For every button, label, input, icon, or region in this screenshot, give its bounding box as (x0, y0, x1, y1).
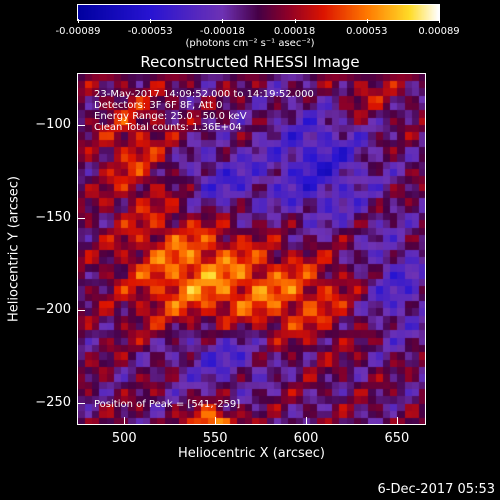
x-tick-label: 650 (384, 431, 410, 446)
y-tick-label: −100 (35, 116, 71, 132)
colorbar (77, 4, 440, 21)
colorbar-tick-label: -0.00089 (55, 26, 101, 37)
x-tick-mark (306, 417, 308, 425)
annotation-time-range: 23-May-2017 14:09:52.000 to 14:19:52.000 (94, 89, 314, 100)
x-tick-mark (215, 417, 217, 425)
colorbar-tick-label: 0.00089 (418, 26, 460, 37)
annotation-peak-position: Position of Peak = [541,-259] (94, 399, 241, 410)
colorbar-tick-label: -0.00053 (127, 26, 173, 37)
chart-title: Reconstructed RHESSI Image (140, 53, 360, 71)
annotation-clean-counts: Clean Total counts: 1.36E+04 (94, 122, 242, 133)
x-tick-label: 600 (293, 431, 319, 446)
colorbar-units: (photons cm⁻² s⁻¹ asec⁻²) (185, 38, 315, 49)
colorbar-tick-mark (78, 19, 79, 23)
colorbar-tick-mark (366, 19, 368, 23)
colorbar-tick-mark (150, 19, 152, 23)
y-tick-label: −200 (35, 302, 71, 318)
timestamp-footer: 6-Dec-2017 05:53 (377, 482, 496, 497)
y-axis-label: Heliocentric Y (arcsec) (6, 176, 22, 322)
heatmap-image (78, 74, 425, 424)
x-tick-label: 550 (202, 431, 228, 446)
x-axis-label: Heliocentric X (arcsec) (178, 446, 325, 461)
colorbar-tick-label: 0.00018 (273, 26, 316, 37)
colorbar-tick-label: 0.00053 (346, 26, 388, 37)
y-tick-mark (77, 310, 85, 312)
x-tick-mark (396, 417, 398, 425)
x-tick-mark (124, 417, 126, 425)
colorbar-tick-label: -0.00018 (199, 26, 245, 37)
x-tick-label: 500 (111, 431, 137, 446)
y-tick-mark (77, 402, 85, 404)
y-tick-mark (77, 217, 85, 219)
annotation-detectors: Detectors: 3F 6F 8F, Att 0 (94, 100, 223, 111)
colorbar-tick-mark (222, 19, 224, 23)
plot-area: 23-May-2017 14:09:52.000 to 14:19:52.000… (77, 73, 426, 425)
y-tick-label: −150 (35, 209, 71, 225)
colorbar-tick-mark (294, 19, 296, 23)
y-tick-label: −250 (35, 394, 71, 410)
y-tick-mark (77, 124, 85, 126)
annotation-energy-range: Energy Range: 25.0 - 50.0 keV (94, 111, 247, 122)
colorbar-tick-mark (439, 19, 440, 23)
